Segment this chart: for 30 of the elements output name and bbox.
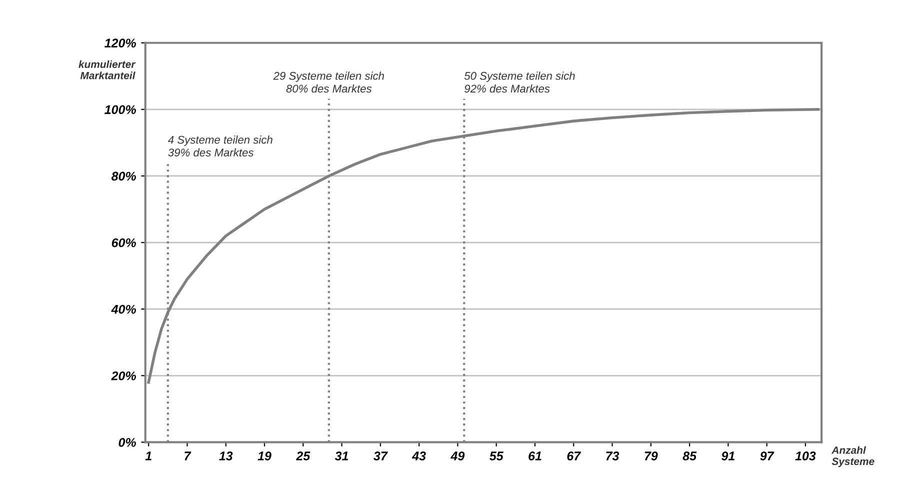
x-tick-label: 67 [567,452,582,460]
y-tick-label: 20% [111,371,136,380]
x-tick-label: 13 [219,452,233,460]
x-tick-label: 19 [258,452,272,460]
x-tick-label: 37 [374,452,388,460]
y-axis-title: kumulierter Marktanteil [78,60,136,80]
x-tick-label: 25 [296,452,310,460]
x-tick-label: 85 [682,452,697,460]
y-tick-label: 40% [111,304,136,314]
x-tick-label: 31 [334,452,348,460]
x-tick-label: 61 [528,452,542,460]
y-tick-label: 0% [118,438,136,447]
x-axis-title: Anzahl Systeme [831,446,874,468]
x-tick-label: 91 [722,452,734,460]
ref-line-label: 50 Systeme teilen sich 92% des Marktes [464,72,575,93]
x-tick-label: 49 [450,452,465,460]
x-tick-label: 43 [412,452,426,460]
x-tick-label: 7 [184,452,192,460]
x-tick-label: 97 [760,452,774,460]
x-tick-label: 79 [644,452,658,460]
y-tick-label: 120% [104,38,136,48]
x-tick-label: 1 [145,452,152,460]
x-tick-label: 73 [606,452,620,460]
y-tick-label: 100% [104,105,136,114]
y-tick-label: 60% [112,238,136,248]
ref-line-label: 29 Systeme teilen sich 80% des Marktes [273,72,384,93]
x-tick-label: 103 [795,452,816,460]
y-tick-label: 80% [111,172,136,181]
ref-line-label: 4 Systeme teilen sich 39% des Marktes [168,136,272,156]
x-tick-label: 55 [490,452,504,460]
